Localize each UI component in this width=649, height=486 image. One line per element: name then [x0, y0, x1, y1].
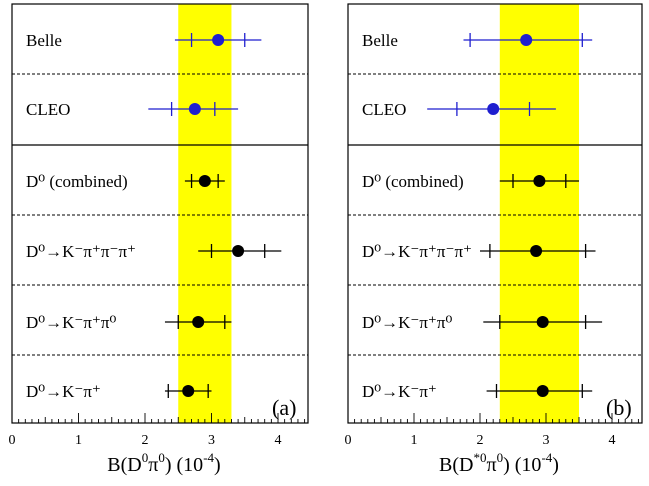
average-band [499, 4, 579, 423]
row-label: D⁰ (combined) [26, 172, 128, 191]
average-band [178, 4, 232, 423]
x-tick-label: 2 [477, 433, 484, 448]
panel-label: (b) [606, 395, 632, 420]
plot-frame [347, 3, 643, 424]
data-point [198, 175, 211, 187]
row-label: Belle [362, 31, 398, 50]
row-label: D⁰→K⁻π⁺π⁰ [362, 313, 452, 332]
x-axis-title: B(D*0π0) (10-4) [439, 450, 559, 476]
x-tick-label: 4 [275, 433, 282, 448]
panel-b: 0 1 2 3 4 Belle CLEO D⁰ (combined) D⁰→K⁻π⁺π⁻π⁺ D⁰… [345, 3, 643, 476]
row-label: Belle [26, 31, 62, 50]
data-point [212, 34, 225, 46]
panel-a: 0 1 2 3 4 Belle CLEO D⁰ (combined) D⁰→K⁻π⁺π⁻π⁺ D⁰… [9, 3, 309, 476]
data-point [192, 316, 205, 328]
row-label: D⁰→K⁻π⁺π⁰ [26, 313, 116, 332]
data-point [232, 245, 245, 257]
row-label: D⁰→K⁻π⁺ [362, 382, 437, 401]
x-tick-label: 1 [75, 433, 82, 448]
row-label: D⁰ (combined) [362, 172, 464, 191]
data-point [520, 34, 533, 46]
x-axis-title: B(D0π0) (10-4) [107, 450, 220, 476]
row-label: D⁰→K⁻π⁺ [26, 382, 101, 401]
row-label: CLEO [26, 100, 70, 119]
x-tick-label: 0 [345, 433, 352, 448]
x-tick-label: 4 [609, 433, 616, 448]
data-point [536, 385, 549, 397]
x-tick-label: 3 [543, 433, 550, 448]
x-tick-label: 2 [142, 433, 149, 448]
row-label: CLEO [362, 100, 406, 119]
x-tick-label: 1 [411, 433, 418, 448]
data-point [487, 103, 500, 115]
data-point [530, 245, 543, 257]
data-point [533, 175, 546, 187]
data-point [182, 385, 195, 397]
plot-frame [11, 3, 309, 424]
row-label: D⁰→K⁻π⁺π⁻π⁺ [26, 242, 136, 261]
row-label: D⁰→K⁻π⁺π⁻π⁺ [362, 242, 472, 261]
x-tick-label: 3 [208, 433, 215, 448]
x-tick-label: 0 [9, 433, 16, 448]
data-point [188, 103, 201, 115]
data-point [536, 316, 549, 328]
panel-label: (a) [272, 395, 296, 420]
